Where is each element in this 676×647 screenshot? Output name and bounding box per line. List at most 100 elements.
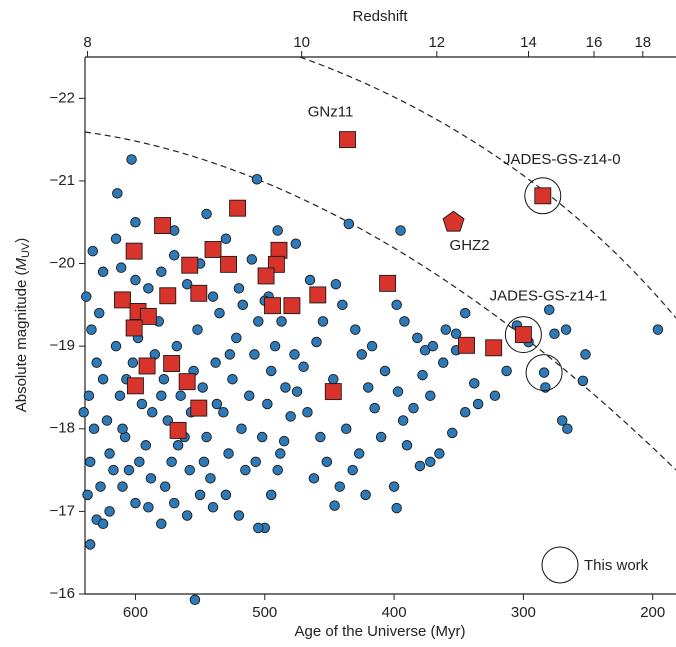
galaxy-point — [158, 373, 170, 385]
galaxy-point — [218, 406, 229, 418]
galaxy-square — [534, 187, 552, 205]
galaxy-square — [309, 286, 327, 304]
galaxy-point — [88, 423, 100, 435]
galaxy-point — [220, 489, 232, 501]
galaxy-point — [562, 423, 573, 435]
galaxy-point — [171, 340, 183, 352]
galaxy-point — [237, 299, 249, 311]
galaxy-point — [104, 506, 115, 517]
galaxy-point — [328, 373, 339, 385]
galaxy-point — [397, 415, 409, 426]
galaxy-point — [340, 423, 352, 435]
galaxy-point — [86, 324, 97, 335]
galaxy-point — [577, 375, 589, 387]
galaxy-point — [289, 349, 300, 360]
galaxy-point — [425, 456, 436, 468]
galaxy-square — [181, 256, 199, 274]
galaxy-point — [392, 386, 404, 397]
y-title-close: ) — [13, 238, 30, 243]
galaxy-point — [450, 328, 462, 340]
galaxy-square — [204, 241, 222, 258]
galaxy-point — [437, 357, 449, 368]
galaxy-square — [178, 373, 196, 391]
x-tick-label: 500 — [252, 604, 277, 621]
galaxy-point — [544, 304, 555, 316]
galaxy-point — [417, 369, 428, 381]
y-title-symbol: M — [13, 258, 30, 271]
galaxy-point — [280, 382, 291, 393]
galaxy-label: JADES-GS-z14-1 — [490, 288, 608, 305]
galaxy-point — [112, 188, 123, 199]
galaxy-point — [146, 406, 158, 418]
galaxy-point — [265, 489, 277, 501]
galaxy-point — [329, 500, 340, 511]
galaxy-square — [485, 339, 503, 357]
galaxy-point — [556, 415, 568, 426]
galaxy-point — [159, 481, 171, 492]
y-tick-label: −18 — [50, 420, 75, 437]
galaxy-point — [184, 464, 196, 476]
galaxy-point — [136, 398, 148, 410]
galaxy-square — [220, 255, 237, 273]
x2-tick-label: 10 — [293, 34, 310, 51]
galaxy-point — [560, 324, 572, 335]
galaxy-point — [205, 473, 216, 484]
galaxy-point — [360, 489, 371, 501]
galaxy-point — [83, 390, 95, 401]
galaxy-point — [220, 233, 232, 245]
galaxy-square — [229, 199, 247, 217]
legend-ring — [541, 546, 579, 584]
galaxy-point — [489, 390, 501, 401]
galaxy-point — [198, 456, 210, 468]
galaxy-square — [139, 307, 157, 325]
galaxy-point — [194, 489, 206, 501]
galaxy-point — [189, 594, 201, 606]
galaxy-point — [298, 361, 309, 373]
galaxy-point — [379, 365, 391, 377]
galaxy-point — [291, 386, 303, 397]
galaxy-square — [190, 284, 208, 302]
galaxy-point — [447, 427, 458, 439]
galaxy-point — [110, 233, 122, 245]
galaxy-point — [117, 423, 128, 435]
galaxy-point — [93, 307, 105, 319]
galaxy-point — [412, 332, 423, 344]
galaxy-point — [311, 336, 322, 348]
y-tick-label: −17 — [50, 502, 75, 519]
galaxy-point — [290, 238, 302, 249]
galaxy-point — [302, 406, 313, 418]
galaxy-point — [243, 390, 255, 401]
galaxy-point — [356, 349, 367, 360]
galaxy-point — [275, 448, 286, 459]
galaxy-point — [172, 440, 184, 451]
galaxy-square — [159, 287, 177, 305]
galaxy-point — [130, 497, 141, 509]
galaxy-label: JADES-GS-z14-0 — [503, 151, 621, 168]
galaxy-point — [459, 406, 471, 418]
galaxy-point — [315, 431, 326, 443]
galaxy-point — [414, 460, 426, 472]
galaxy-point — [87, 245, 99, 257]
galaxy-point — [369, 402, 380, 414]
galaxy-square — [138, 357, 156, 375]
galaxy-point — [223, 448, 234, 459]
galaxy-point — [127, 357, 139, 368]
galaxy-point — [408, 402, 419, 414]
galaxy-square — [154, 217, 172, 234]
galaxy-point — [401, 440, 413, 451]
galaxy-point — [276, 316, 287, 327]
galaxy-point — [269, 340, 281, 352]
galaxy-point — [233, 510, 245, 521]
galaxy-point — [143, 283, 154, 294]
galaxy-point — [459, 307, 471, 319]
this-work-ring — [524, 177, 562, 215]
galaxy-point — [156, 518, 167, 530]
galaxy-point — [156, 266, 167, 278]
galaxy-point — [224, 349, 236, 360]
galaxy-point — [388, 481, 400, 492]
x-tick-label: 400 — [382, 604, 407, 621]
galaxy-point — [130, 216, 141, 228]
galaxy-point — [399, 316, 410, 327]
this-work-ring — [504, 316, 542, 354]
galaxy-point — [334, 481, 346, 492]
